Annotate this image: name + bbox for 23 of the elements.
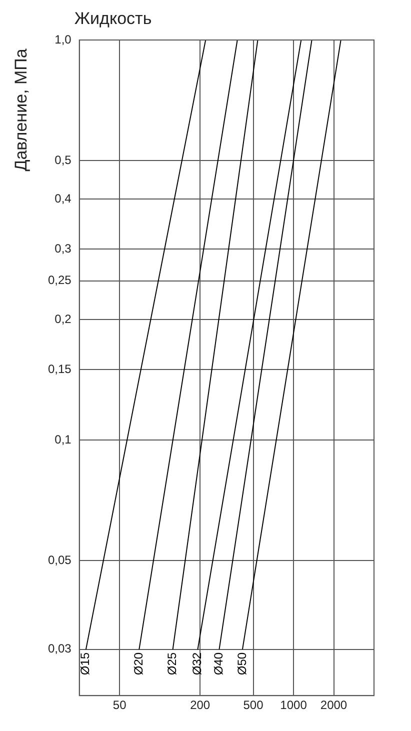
text: Ø25 bbox=[165, 652, 180, 676]
x-tick-label: 1000 bbox=[280, 698, 308, 712]
x-tick-label: 50 bbox=[112, 698, 127, 712]
y-axis-title: Давление, МПа bbox=[12, 48, 31, 172]
y-tick-label: 1,0 bbox=[54, 32, 72, 46]
y-tick-label: 0,2 bbox=[54, 312, 72, 326]
y-tick-label: 0,4 bbox=[54, 192, 72, 206]
y-tick-label: 0,25 bbox=[48, 273, 72, 288]
y-tick-label: 0,15 bbox=[48, 362, 72, 376]
y-tick-label: 0,1 bbox=[54, 432, 72, 446]
text: Ø15 bbox=[78, 652, 92, 676]
y-tick-label: 0,05 bbox=[48, 552, 72, 567]
y-tick-label: 0,5 bbox=[54, 152, 72, 167]
x-tick-label: 2000 bbox=[320, 698, 348, 712]
text: Ø50 bbox=[234, 652, 249, 676]
x-tick-label: 200 bbox=[190, 698, 210, 712]
text: Ø20 bbox=[131, 652, 146, 676]
y-tick-label: 0,3 bbox=[54, 242, 72, 256]
text: Ø32 bbox=[190, 652, 204, 676]
x-tick-label: 500 bbox=[243, 698, 264, 712]
y-tick-label: 0,03 bbox=[48, 642, 72, 656]
chart-title: Жидкость bbox=[74, 9, 152, 28]
text: Ø40 bbox=[212, 652, 226, 676]
